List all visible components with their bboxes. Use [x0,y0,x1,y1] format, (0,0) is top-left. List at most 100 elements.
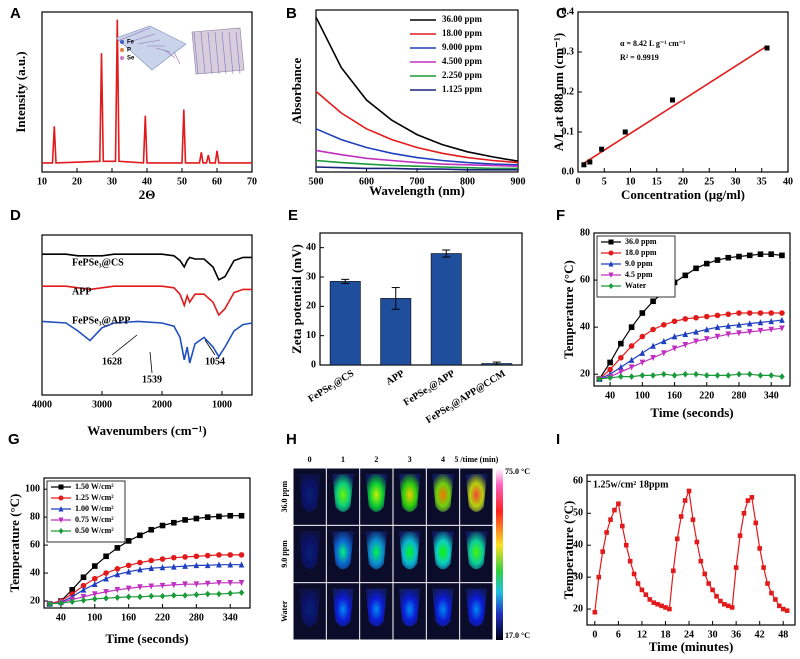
x-tick-label: 20 [678,176,688,187]
marker [768,372,775,379]
marker [757,327,764,334]
marker [693,328,699,335]
marker [718,598,723,604]
error-bar [391,287,400,310]
marker [773,597,778,602]
column-label: 5 /time (min) [454,455,498,464]
marker [655,601,660,607]
marker [216,552,222,558]
marker [736,253,742,260]
marker [768,326,775,333]
marker [714,333,721,340]
marker [693,314,699,321]
y-axis-label: Temperature (°C) [561,501,576,600]
x-tick-label: 100 [87,612,102,623]
marker [596,375,603,383]
marker [159,592,166,600]
marker [725,331,732,338]
marker [58,517,64,523]
series-line [42,19,252,164]
x-axis-label: Wavelength (nm) [369,183,465,198]
marker [746,310,753,316]
marker [714,323,721,330]
marker [622,129,628,135]
legend-label: 1.125 ppm [442,84,483,94]
marker [643,592,649,597]
marker [69,587,76,593]
colorbar-label: 17.0 °C [505,631,530,640]
inset-bond [137,39,161,45]
marker [171,563,177,570]
y-tick-label: 40 [580,321,590,332]
column-label: 4 [441,455,445,464]
marker [764,45,770,51]
marker [703,372,710,379]
bar [329,281,361,366]
column-label: 3 [408,455,412,464]
x-tick-label: 70 [247,176,257,187]
y-tick-label: 40 [306,242,316,253]
series-label: APP [72,286,91,297]
tube [332,531,354,570]
marker [661,337,667,345]
marker [765,581,770,586]
marker [193,515,200,522]
marker [114,571,121,578]
marker [103,575,109,582]
marker [736,321,742,328]
marker [722,601,727,607]
marker [137,566,143,573]
tube [365,474,387,512]
marker [779,316,785,323]
x-tick-label: 0 [592,629,597,640]
x-tick-label: 40 [56,612,66,623]
plot-frame [586,474,796,626]
marker [703,326,710,333]
y-axis-label: Temperature (°C) [7,494,22,593]
y-axis-label: Intensity (a.u.) [13,51,28,132]
marker [746,329,753,336]
marker [216,561,222,568]
x-tick-label: 280 [731,390,746,401]
y-tick-label: 30 [573,571,583,582]
marker [627,558,633,564]
marker [737,533,743,538]
series-line [315,159,518,170]
marker [693,265,699,272]
y-tick-label: 80 [580,227,590,238]
annotation: 18ppm [639,479,669,490]
x-tick-label: 500 [309,176,324,187]
marker [182,592,188,599]
annotation: R² = 0.9919 [620,53,659,62]
x-tick-label: 900 [511,176,526,187]
marker [710,587,715,593]
tube [465,531,487,570]
marker [725,603,731,609]
legend-label: 1.25 W/cm² [75,493,114,502]
marker [604,530,609,535]
marker [80,582,87,589]
x-tick-label: 10 [37,176,47,187]
marker [125,593,132,601]
marker [639,587,645,593]
tube [299,531,321,570]
marker [623,542,629,548]
tube [432,588,454,627]
annotation: 1.25w/cm² [593,479,636,490]
y-tick-label: 20 [580,369,590,380]
series-line [315,90,519,164]
y-tick-label: 60 [30,539,40,550]
marker [227,552,234,558]
legend-label: 9.000 ppm [442,42,483,52]
marker [628,324,635,330]
marker [671,568,676,574]
legend-label: 18.0 ppm [625,248,657,257]
x-tick-label: 42 [755,629,765,640]
y-tick-label: 10 [306,330,316,341]
marker [238,552,245,558]
tube [465,474,487,512]
x-tick-label: 36 [731,629,741,640]
marker [69,598,76,606]
y-tick-label: 100 [25,483,40,494]
y-tick-label: 20 [306,301,316,312]
